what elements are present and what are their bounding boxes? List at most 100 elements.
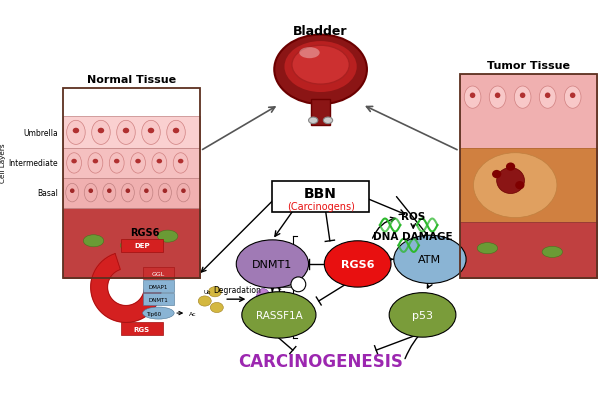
Ellipse shape [489,87,506,109]
Ellipse shape [92,121,110,145]
Ellipse shape [131,153,145,174]
Ellipse shape [123,128,129,134]
Ellipse shape [177,184,190,203]
Ellipse shape [148,128,154,134]
Text: Normal Tissue: Normal Tissue [87,75,176,84]
Ellipse shape [274,36,367,105]
Ellipse shape [140,184,153,203]
Ellipse shape [464,87,481,109]
Ellipse shape [514,87,531,109]
Text: Intermediate: Intermediate [9,159,58,168]
Ellipse shape [198,296,211,306]
Ellipse shape [114,159,119,164]
Bar [63,89,200,278]
Ellipse shape [121,184,134,203]
Ellipse shape [167,121,185,145]
Ellipse shape [125,189,130,194]
Text: RGS6: RGS6 [130,227,159,237]
Ellipse shape [173,128,179,134]
Text: Tip60: Tip60 [146,311,161,316]
Ellipse shape [389,293,456,337]
Bar [143,293,174,305]
Ellipse shape [570,93,575,99]
Text: Bladder: Bladder [293,25,348,38]
Ellipse shape [157,231,178,243]
Ellipse shape [284,42,357,93]
Ellipse shape [495,93,500,99]
Ellipse shape [98,128,104,134]
Ellipse shape [299,48,320,59]
Ellipse shape [292,46,349,85]
Bar [63,149,200,178]
Text: DNA DAMAGE: DNA DAMAGE [373,231,453,241]
Ellipse shape [542,247,562,258]
Bar [63,209,200,278]
Ellipse shape [83,235,104,247]
Ellipse shape [515,182,524,190]
Ellipse shape [291,277,306,292]
Ellipse shape [67,121,85,145]
Ellipse shape [565,87,581,109]
Bar [460,149,597,223]
Text: RGS: RGS [134,326,150,332]
Ellipse shape [211,303,223,313]
Ellipse shape [520,93,526,99]
Bar [143,280,174,292]
Ellipse shape [173,153,188,174]
Ellipse shape [163,189,167,194]
Bar [311,100,330,126]
Ellipse shape [88,189,93,194]
Ellipse shape [144,189,149,194]
Ellipse shape [142,121,160,145]
Bar [272,181,369,213]
Text: Urothelial
Cell Layers: Urothelial Cell Layers [0,143,5,182]
Ellipse shape [539,87,556,109]
Ellipse shape [88,153,103,174]
Text: RASSF1A: RASSF1A [256,310,302,320]
Bar [63,178,200,209]
Ellipse shape [470,93,475,99]
Text: RGS6: RGS6 [341,259,374,269]
Text: ATM: ATM [418,255,442,265]
Ellipse shape [71,159,77,164]
Ellipse shape [117,121,135,145]
Ellipse shape [109,153,124,174]
Text: BBN: BBN [304,186,337,200]
Text: ROS: ROS [401,211,425,221]
Bar [63,116,200,149]
Ellipse shape [70,189,74,194]
Bar [143,267,174,279]
Text: Ub: Ub [204,290,211,294]
Ellipse shape [506,163,515,171]
Polygon shape [91,254,161,322]
Text: GGL: GGL [152,271,165,276]
Ellipse shape [323,118,332,124]
Text: (Carcinogens): (Carcinogens) [287,202,355,212]
Ellipse shape [497,168,524,194]
Ellipse shape [178,159,184,164]
Ellipse shape [269,298,283,314]
Ellipse shape [158,184,172,203]
Ellipse shape [135,159,141,164]
Ellipse shape [492,170,502,179]
Ellipse shape [152,153,167,174]
Text: DMAP1: DMAP1 [149,284,168,289]
Bar [460,75,597,149]
Ellipse shape [477,243,497,254]
Ellipse shape [242,292,316,338]
Ellipse shape [394,236,466,284]
Ellipse shape [107,189,112,194]
Text: DNMT1: DNMT1 [252,259,293,269]
Ellipse shape [473,153,557,218]
Text: Ac: Ac [189,311,197,316]
Ellipse shape [325,241,391,288]
Ellipse shape [545,93,550,99]
Ellipse shape [67,153,82,174]
Ellipse shape [181,189,186,194]
Ellipse shape [66,184,79,203]
Ellipse shape [103,184,116,203]
Text: p53: p53 [412,310,433,320]
Ellipse shape [143,307,174,319]
Ellipse shape [73,128,79,134]
Ellipse shape [157,159,162,164]
